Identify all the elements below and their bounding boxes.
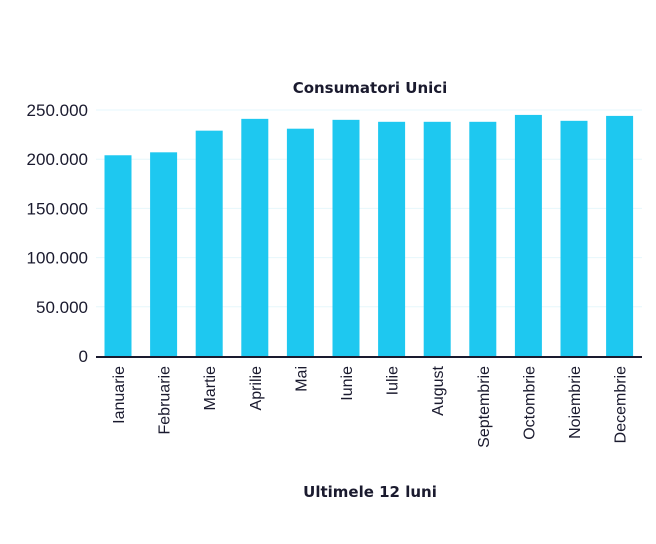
x-tick-label: Decembrie: [613, 366, 630, 443]
bar-octombrie: [514, 114, 542, 356]
x-axis-label: Ultimele 12 luni: [303, 483, 437, 501]
x-tick-label: Aprilie: [248, 366, 265, 411]
bar-ianuarie: [104, 155, 132, 356]
bar-decembrie: [606, 115, 634, 357]
y-axis-ticks: 0 50.000 100.000 150.000 200.000 250.000: [27, 101, 88, 366]
bars: [104, 114, 634, 357]
x-tick-label: Martie: [202, 366, 219, 411]
x-tick-label: Februarie: [157, 366, 174, 435]
grid-lines: [96, 109, 642, 308]
x-tick-label: Ianuarie: [111, 366, 128, 424]
x-tick-label: Iunie: [339, 366, 356, 401]
bar-august: [423, 121, 451, 356]
bar-mai: [286, 128, 314, 356]
bar-iunie: [332, 119, 360, 356]
y-tick-label: 250.000: [27, 101, 88, 120]
x-tick-label: Noiembrie: [567, 366, 584, 439]
y-tick-label: 100.000: [27, 249, 88, 268]
y-tick-label: 50.000: [36, 298, 88, 317]
bar-aprilie: [241, 118, 269, 356]
chart-title: Consumatori Unici: [293, 79, 448, 97]
x-axis-ticks: Ianuarie Februarie Martie Aprilie Mai Iunie Iu…: [111, 365, 630, 447]
x-tick-label: August: [430, 365, 447, 415]
bar-martie: [195, 130, 223, 356]
y-tick-label: 0: [79, 347, 88, 366]
x-tick-label: Mai: [293, 366, 310, 392]
bar-iulie: [378, 121, 406, 356]
bar-februarie: [150, 152, 178, 356]
y-tick-label: 200.000: [27, 150, 88, 169]
x-tick-label: Iulie: [385, 366, 402, 395]
bar-noiembrie: [560, 120, 588, 356]
x-tick-label: Septembrie: [476, 366, 493, 448]
y-tick-label: 150.000: [27, 199, 88, 218]
bar-septembrie: [469, 121, 497, 356]
x-tick-label: Octombrie: [521, 366, 538, 440]
